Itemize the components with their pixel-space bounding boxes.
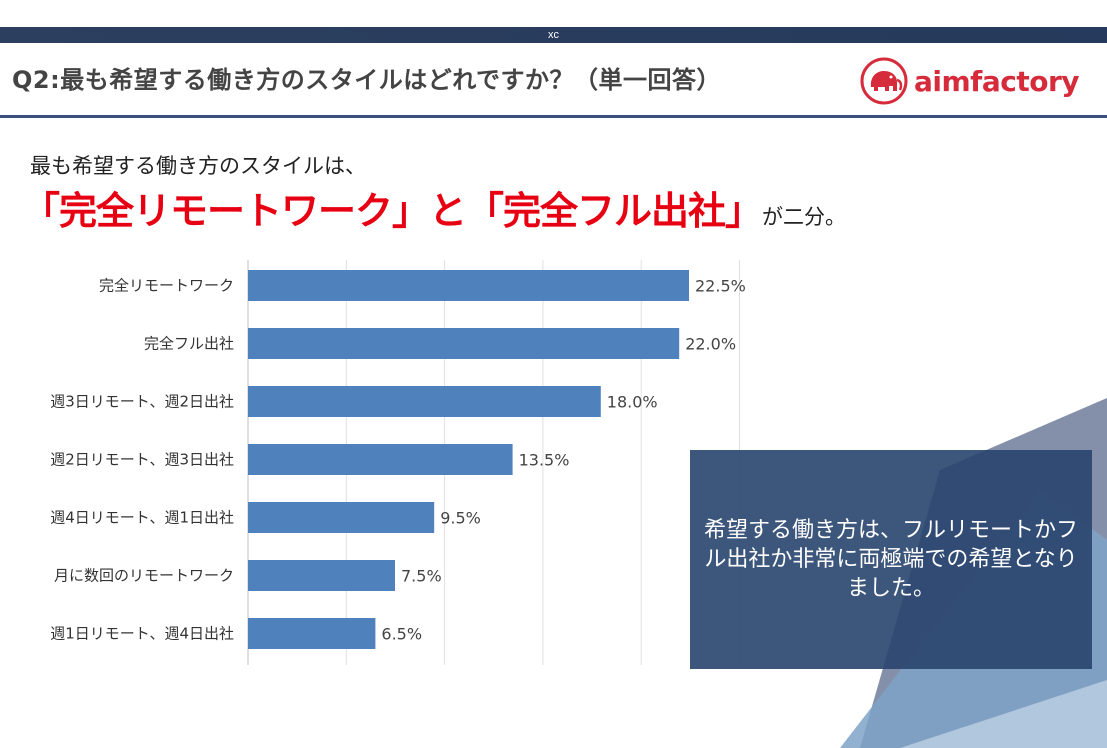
logo-wordmark: aimfactory: [914, 64, 1080, 98]
value-label: 7.5%: [401, 567, 442, 586]
summary-callout: 希望する働き方は、フルリモートかフル出社か非常に両極端での希望となりました。: [690, 450, 1092, 669]
bar: [248, 560, 395, 591]
category-label: 完全フル出社: [144, 335, 234, 353]
bar: [248, 270, 689, 301]
bar: [248, 618, 376, 649]
header-divider: [0, 115, 1107, 118]
lead-tail: が二分。: [762, 205, 847, 229]
bar-chart: 完全リモートワーク 22.5% 完全フル出社 22.0% 週3日リモート、週2日出社 18…: [50, 260, 746, 665]
deco-shape-light: [900, 680, 1107, 748]
category-label: 完全リモートワーク: [99, 277, 234, 295]
category-label: 週4日リモート、週1日出社: [50, 509, 234, 527]
category-label: 月に数回のリモートワーク: [54, 567, 234, 585]
bar: [248, 328, 680, 359]
value-label: 22.5%: [695, 277, 746, 296]
lead-highlight: 「完全リモートワーク」と「完全フル出社」: [22, 189, 763, 233]
value-label: 6.5%: [381, 625, 422, 644]
category-label: 週1日リモート、週4日出社: [50, 625, 234, 643]
header-bar-label: xc: [548, 29, 559, 41]
bar: [248, 502, 435, 533]
brand-logo: aimfactory: [860, 56, 1080, 106]
page-title: Q2:最も希望する働き方のスタイルはどれですか？（単一回答）: [12, 66, 721, 94]
elephant-logo-icon: [860, 57, 908, 105]
category-label: 週2日リモート、週3日出社: [50, 451, 234, 469]
value-label: 18.0%: [607, 393, 658, 412]
value-label: 22.0%: [685, 335, 736, 354]
top-header-bar: xc: [0, 27, 1107, 43]
bar: [248, 444, 513, 475]
category-label: 週3日リモート、週2日出社: [50, 393, 234, 411]
lead-text-line1: 最も希望する働き方のスタイルは、: [30, 154, 366, 178]
bar: [248, 386, 601, 417]
value-label: 9.5%: [440, 509, 481, 528]
value-label: 13.5%: [519, 451, 570, 470]
lead-text-line2: 「完全リモートワーク」と「完全フル出社」が二分。: [22, 180, 846, 235]
callout-text: 希望する働き方は、フルリモートかフル出社か非常に両極端での希望となりました。: [703, 518, 1078, 601]
